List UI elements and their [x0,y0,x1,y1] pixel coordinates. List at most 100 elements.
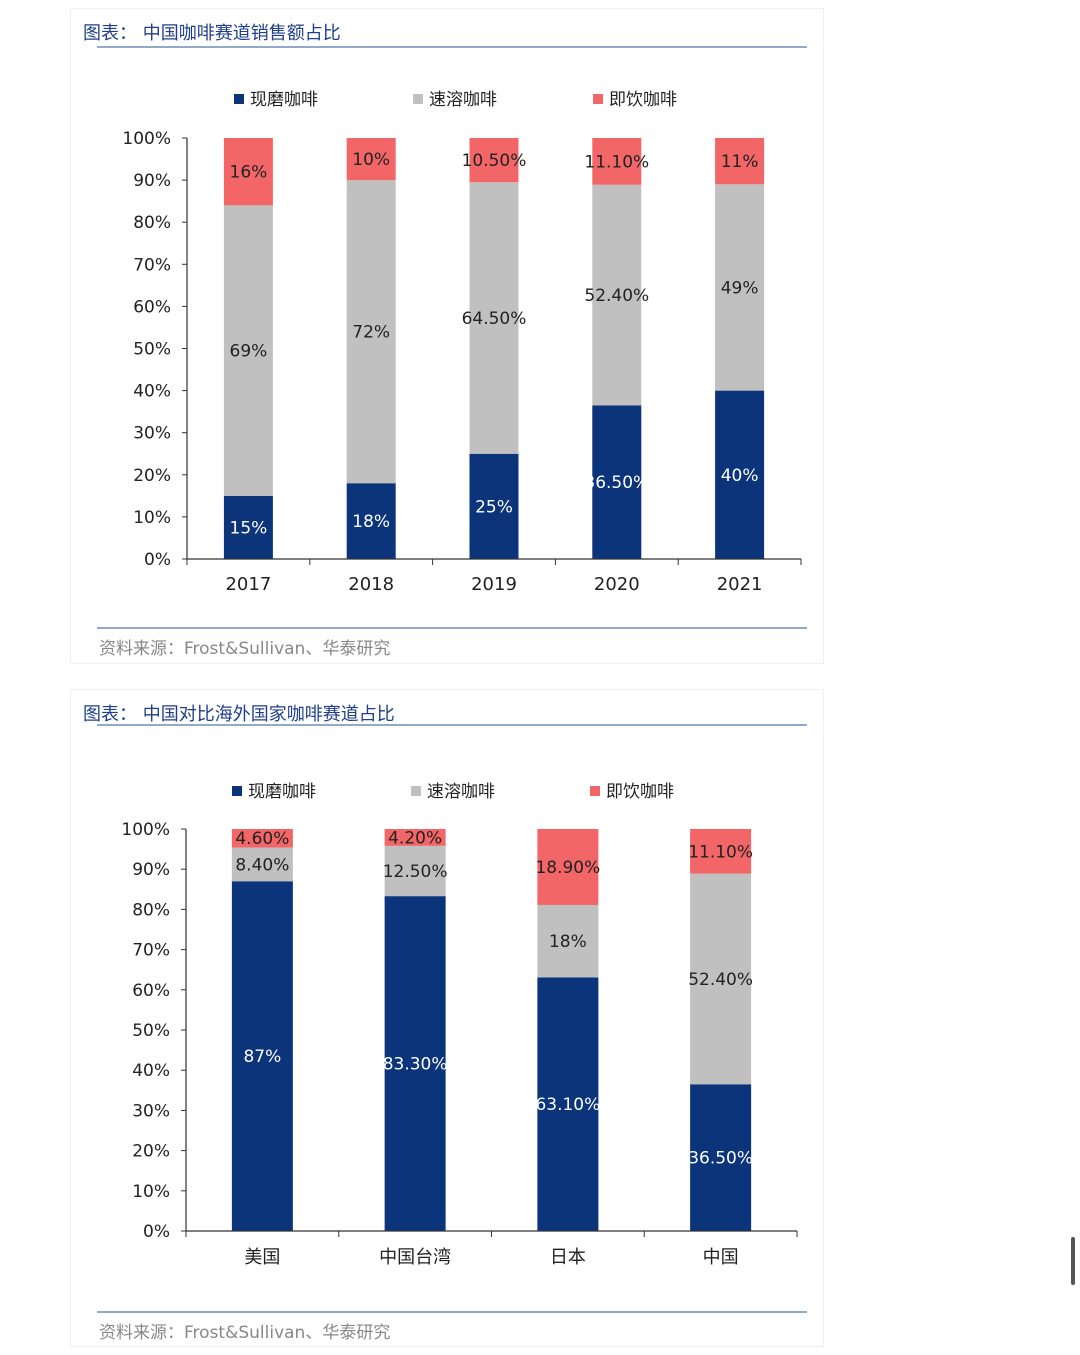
legend-label-1: 速溶咖啡 [427,782,495,802]
x-tick-label-2: 2019 [471,574,517,595]
y-tick-label-0: 0% [144,550,171,570]
y-tick-label-9: 90% [132,860,170,880]
legend-label-2: 即饮咖啡 [609,90,677,110]
data-label-1-2: 64.50% [462,309,527,329]
y-tick-label-1: 10% [133,508,171,528]
legend-swatch-2 [590,786,600,796]
data-label-1-1: 12.50% [383,862,448,882]
bar-1-4 [715,184,765,391]
data-label-0-2: 25% [475,497,513,517]
y-tick-label-6: 60% [132,981,170,1001]
x-tick-label-0: 美国 [244,1247,280,1268]
x-tick-label-1: 2018 [348,574,394,595]
scrollbar-thumb[interactable] [1071,1237,1075,1285]
legend-swatch-2 [593,94,603,104]
data-label-2-1: 4.20% [388,828,442,848]
source-rule [97,627,807,629]
legend-label-2: 即饮咖啡 [606,782,674,802]
chart-panel-overseas-comparison: 图表： 中国对比海外国家咖啡赛道占比 现磨咖啡 速溶咖啡 即饮咖啡 87% 8.40% 4… [70,689,824,1347]
data-label-2-0: 4.60% [235,829,289,849]
data-label-0-4: 40% [721,466,759,486]
x-tick-label-0: 2017 [225,574,271,595]
data-label-1-2: 18% [549,932,587,952]
legend-label-0: 现磨咖啡 [250,90,318,110]
bar-0-4 [715,390,765,559]
figure-title: 图表： 中国咖啡赛道销售额占比 [83,23,341,44]
bar-1-0 [223,205,273,496]
y-tick-label-1: 10% [132,1182,170,1202]
data-label-0-0: 15% [230,518,268,538]
bar-1-3 [690,873,752,1085]
x-tick-label-1: 中国台湾 [379,1247,451,1268]
x-tick-label-4: 2021 [717,574,763,595]
y-tick-label-4: 40% [133,382,171,402]
y-tick-label-3: 30% [132,1101,170,1121]
bar-2-0 [231,829,293,848]
data-label-1-1: 72% [352,323,390,343]
y-tick-label-10: 100% [122,129,171,149]
data-label-1-3: 52.40% [688,970,753,990]
source-note: 资料来源：Frost&Sullivan、华泰研究 [99,639,391,659]
bar-0-3 [690,1084,752,1231]
y-tick-label-2: 20% [132,1142,170,1162]
y-tick-label-8: 80% [133,213,171,233]
y-tick-label-7: 70% [133,255,171,275]
bar-1-2 [537,904,599,978]
y-tick-label-6: 60% [133,297,171,317]
bar-0-3 [592,405,642,559]
y-tick-label-4: 40% [132,1061,170,1081]
bar-2-1 [384,829,446,846]
data-label-1-3: 52.40% [584,286,649,306]
data-label-1-0: 8.40% [235,855,289,875]
x-tick-label-2: 日本 [550,1247,586,1268]
data-label-2-4: 11% [721,152,759,172]
legend-swatch-1 [411,786,421,796]
bar-0-0 [223,495,273,559]
y-tick-label-10: 100% [121,820,170,840]
bar-1-2 [469,182,519,454]
data-label-2-0: 16% [230,163,268,183]
bar-0-1 [346,483,396,559]
stacked-bar-chart-sales-share: 现磨咖啡 速溶咖啡 即饮咖啡 15% 69% 16% 2017 18% 72% 10% 2018 25… [122,90,802,595]
bar-0-1 [384,896,446,1231]
figure-title: 图表： 中国对比海外国家咖啡赛道占比 [83,704,395,725]
data-label-0-3: 36.50% [688,1149,753,1169]
legend-swatch-0 [232,786,242,796]
bar-2-0 [223,138,273,206]
y-tick-label-0: 0% [143,1222,170,1242]
data-label-2-1: 10% [352,150,390,170]
title-rule [97,46,807,48]
data-label-0-1: 83.30% [383,1055,448,1075]
data-label-2-3: 11.10% [584,152,649,172]
stacked-bar-chart-overseas-comparison: 现磨咖啡 速溶咖啡 即饮咖啡 87% 8.40% 4.60% 美国 83.30% 12.50% 4… [121,782,798,1268]
y-tick-label-5: 50% [132,1021,170,1041]
bar-0-2 [537,977,599,1231]
x-tick-label-3: 2020 [594,574,640,595]
bar-0-0 [231,881,293,1231]
legend-label-0: 现磨咖啡 [248,782,316,802]
x-tick-label-3: 中国 [703,1247,739,1268]
bar-0-2 [469,453,519,559]
data-label-2-2: 18.90% [535,858,600,878]
y-tick-label-8: 80% [132,900,170,920]
source-rule [97,1311,807,1313]
y-tick-label-3: 30% [133,424,171,444]
bar-2-3 [690,829,752,874]
data-label-0-3: 36.50% [584,473,649,493]
bar-1-3 [592,184,642,406]
chart-panel-sales-share: 图表： 中国咖啡赛道销售额占比 现磨咖啡 速溶咖啡 即饮咖啡 15% 69% 16% 201… [70,8,824,664]
bar-1-0 [231,847,293,882]
legend-swatch-1 [413,94,423,104]
bar-2-2 [469,138,519,183]
data-label-0-0: 87% [243,1047,281,1067]
y-tick-label-2: 20% [133,466,171,486]
bar-2-2 [537,829,599,905]
bar-2-4 [715,138,765,185]
data-label-0-1: 18% [352,512,390,532]
y-tick-label-9: 90% [133,171,171,191]
bar-1-1 [384,845,446,897]
data-label-1-0: 69% [230,342,268,362]
y-tick-label-5: 50% [133,340,171,360]
title-rule [97,724,807,726]
source-note: 资料来源：Frost&Sullivan、华泰研究 [99,1323,391,1343]
